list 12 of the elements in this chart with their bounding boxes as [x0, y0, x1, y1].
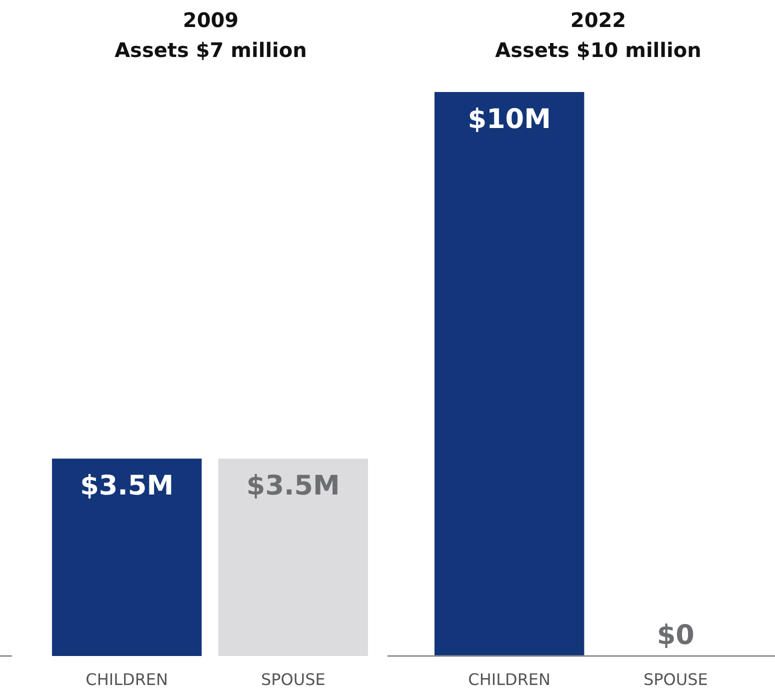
- chart-subtitle: Assets $7 million: [114, 38, 307, 62]
- chart-title: 2009: [182, 8, 239, 32]
- x-tick-label: CHILDREN: [468, 670, 551, 688]
- chart-title: 2022: [570, 8, 626, 32]
- data-label: $3.5M: [246, 470, 340, 502]
- x-tick-label: SPOUSE: [643, 670, 708, 688]
- data-label: $0: [656, 620, 694, 651]
- x-tick-label: CHILDREN: [86, 670, 168, 688]
- data-label: $3.5M: [80, 470, 174, 502]
- x-tick-label: SPOUSE: [260, 670, 326, 688]
- data-label: $10M: [468, 104, 551, 135]
- chart-subtitle: Assets $10 million: [495, 38, 702, 62]
